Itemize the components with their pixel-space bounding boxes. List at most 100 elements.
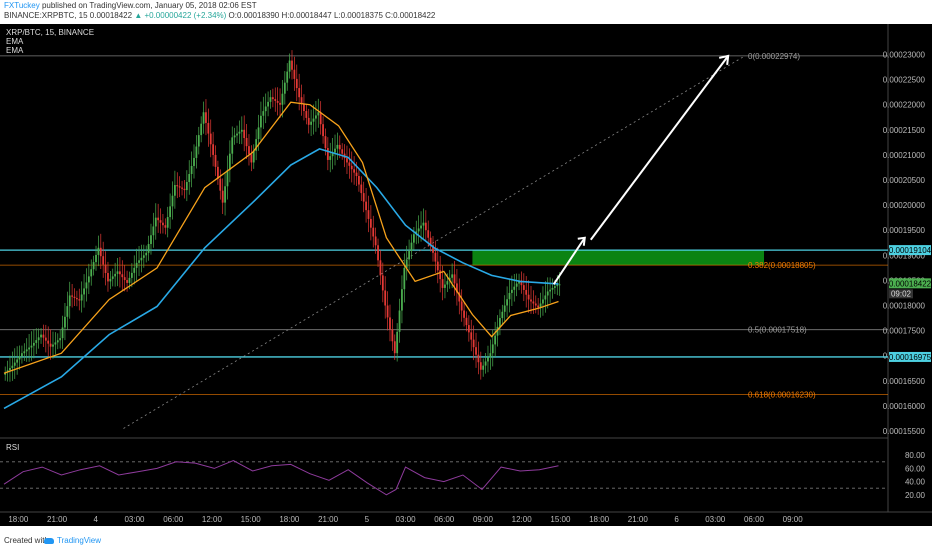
candle-body: [360, 184, 363, 194]
candle-body: [365, 201, 367, 211]
candle-body: [221, 190, 224, 203]
candle-body: [119, 271, 121, 275]
candle-body: [142, 255, 145, 258]
current-price-label: 0.00018422: [889, 279, 932, 288]
candle-body: [28, 347, 30, 350]
candle-body: [30, 345, 33, 348]
candle-body: [403, 267, 406, 290]
candle-body: [544, 295, 547, 300]
candle-body: [288, 60, 291, 72]
candle-body: [128, 277, 131, 283]
candle-body: [372, 227, 375, 237]
candle-body: [427, 230, 430, 238]
candle-body: [68, 295, 71, 307]
candle-body: [460, 301, 463, 311]
candle-body: [226, 169, 229, 187]
candle-body: [42, 334, 45, 338]
candle-body: [16, 359, 19, 363]
candle-body: [159, 220, 162, 223]
candle-body: [475, 347, 477, 355]
author-link[interactable]: FXTuckey: [4, 1, 40, 10]
price-tick-label: 0.00019500: [883, 226, 926, 235]
candle-body: [412, 234, 415, 243]
candle-body: [59, 338, 62, 341]
created-with-text: Created with: [4, 536, 49, 545]
candle-body: [324, 136, 327, 149]
candle-body: [393, 341, 396, 354]
candle-body: [472, 339, 475, 348]
candle-body: [508, 292, 511, 300]
candle-body: [114, 273, 117, 277]
price-chart-svg[interactable]: 0.00023000 0.00022500 0.00022000 0.00021500…: [0, 24, 932, 526]
price-tick-label: 0.00016000: [883, 402, 926, 411]
candle-body: [537, 305, 540, 308]
candle-body: [379, 260, 382, 276]
time-tick-label: 21:00: [318, 515, 339, 524]
candle-body: [501, 311, 504, 319]
candle-body: [274, 99, 277, 101]
candle-body: [329, 156, 332, 160]
candle-body: [233, 135, 236, 138]
candle-body: [436, 261, 439, 271]
candle-body: [458, 292, 461, 302]
candle-body: [145, 252, 148, 256]
candle-body: [420, 225, 422, 229]
fib-0-label: 0(0.00022974): [748, 52, 800, 61]
tradingview-brand[interactable]: TradingView: [44, 536, 101, 545]
candle-body: [326, 148, 329, 160]
candle-body: [539, 303, 542, 308]
candle-body: [250, 154, 253, 163]
candle-body: [154, 217, 157, 227]
price-tick-label: 0.00021500: [883, 126, 926, 135]
chart-panel[interactable]: 0.00023000 0.00022500 0.00022000 0.00021500…: [0, 24, 932, 526]
candle-body: [248, 146, 250, 155]
candle-body: [434, 252, 437, 262]
candle-body: [61, 327, 64, 339]
candle-body: [116, 271, 119, 274]
candle-body: [503, 305, 506, 312]
candle-body: [11, 365, 14, 368]
candle-body: [257, 127, 260, 140]
tradingview-logo-icon: [44, 537, 54, 544]
candle-body: [389, 317, 391, 330]
resistance-line-tag-label: 0.00019104: [889, 246, 932, 255]
candle-body: [384, 290, 387, 306]
candle-body: [267, 101, 269, 107]
candle-body: [424, 222, 427, 231]
candle-body: [310, 121, 313, 125]
candle-body: [135, 262, 138, 268]
candle-body: [346, 158, 348, 163]
candle-body: [87, 276, 90, 283]
candle-body: [305, 111, 308, 118]
candle-body: [510, 289, 513, 293]
rsi-tick-label: 40.00: [905, 478, 926, 487]
candle-body: [453, 274, 456, 284]
candle-body: [147, 244, 150, 253]
candle-body: [71, 295, 74, 297]
time-tick-label: 03:00: [396, 515, 417, 524]
candle-body: [150, 235, 152, 245]
candle-body: [202, 112, 205, 124]
candle-body: [303, 104, 305, 112]
candle-body: [338, 144, 341, 150]
candle-body: [513, 286, 516, 290]
candle-body: [224, 186, 226, 203]
candle-body: [432, 245, 434, 253]
candle-body: [334, 148, 336, 153]
price-tick-label: 0.00017500: [883, 327, 926, 336]
candle-body: [298, 88, 301, 98]
candle-body: [190, 165, 193, 175]
candle-body: [13, 362, 16, 366]
candle-body: [173, 185, 176, 196]
candle-body: [410, 242, 413, 252]
candle-body: [381, 275, 384, 291]
price-tick-label: 0.00015500: [883, 427, 926, 436]
candle-body: [219, 178, 222, 191]
candle-body: [322, 124, 324, 137]
candle-body: [369, 218, 372, 228]
time-tick-label: 18:00: [589, 515, 610, 524]
candle-body: [348, 162, 351, 166]
legend-ema-slow: EMA: [6, 46, 24, 55]
candle-body: [73, 296, 76, 298]
candle-body: [470, 332, 473, 340]
